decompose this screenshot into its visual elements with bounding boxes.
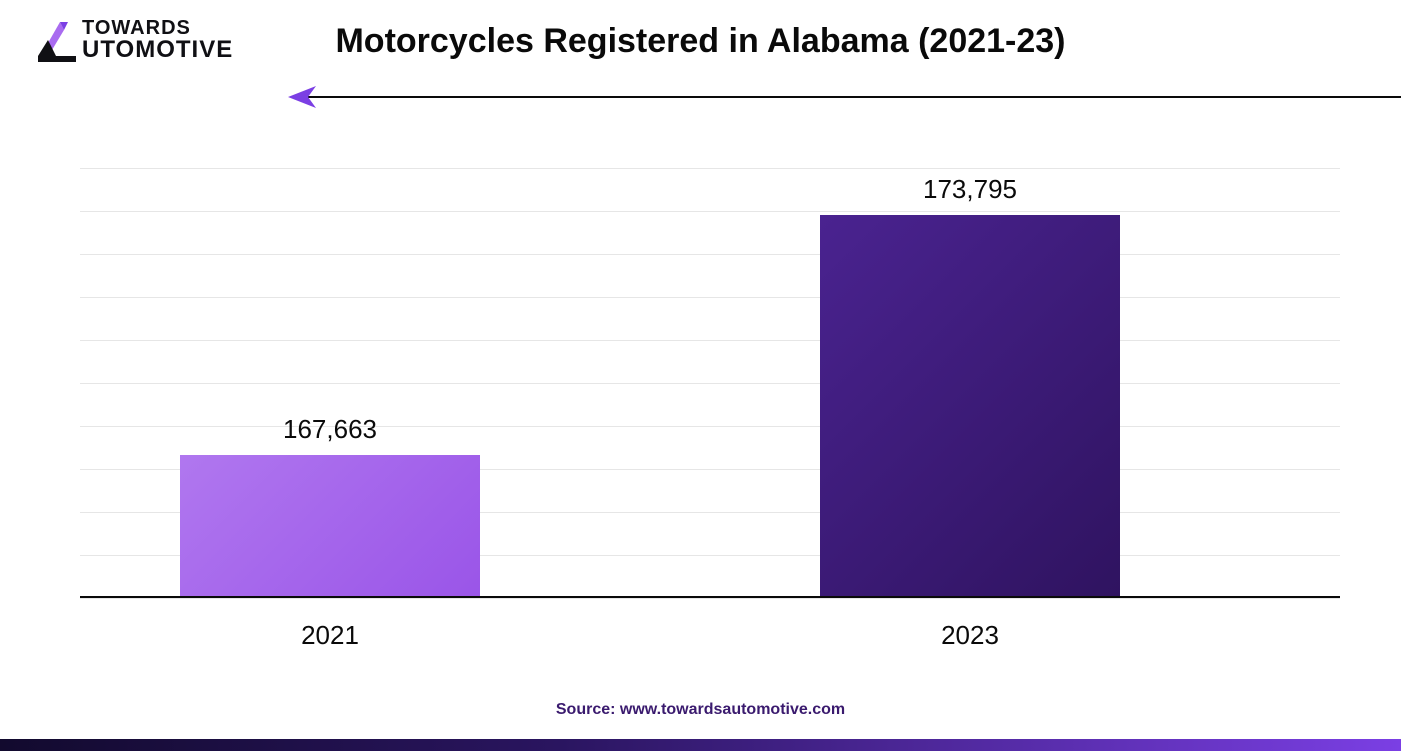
bar-chart: 167,663 173,795: [80, 168, 1340, 598]
chart-title: Motorcycles Registered in Alabama (2021-…: [0, 22, 1401, 61]
chart-bars: 167,663 173,795: [80, 168, 1340, 598]
arrow-left-icon: [288, 86, 316, 113]
gridline: [80, 598, 1340, 599]
bar-2021: [180, 455, 480, 598]
chart-baseline: [80, 596, 1340, 598]
x-axis-label: 2023: [820, 620, 1120, 651]
source-attribution: Source: www.towardsautomotive.com: [0, 701, 1401, 719]
footer-strip: [0, 739, 1401, 751]
x-axis-label: 2021: [180, 620, 480, 651]
bar-2023: [820, 215, 1120, 598]
bar-value-label: 167,663: [180, 414, 480, 445]
divider-line: [300, 96, 1401, 98]
bar-value-label: 173,795: [820, 174, 1120, 205]
